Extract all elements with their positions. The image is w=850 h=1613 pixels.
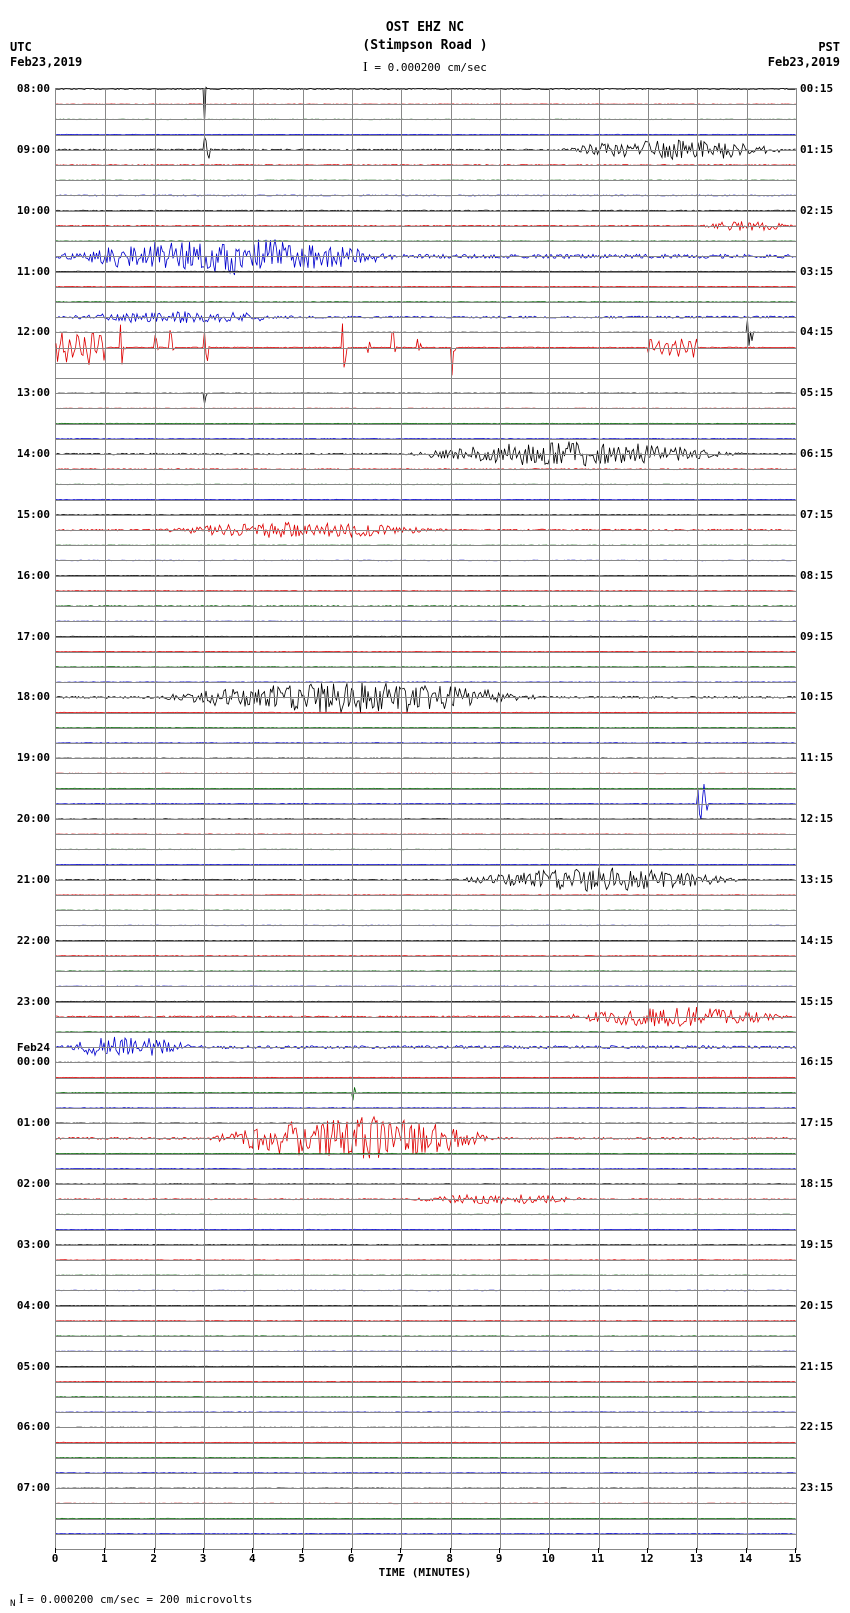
date-left: Feb23,2019 (10, 55, 82, 69)
utc-hour-label: 04:00 (2, 1299, 50, 1312)
utc-hour-label: 06:00 (2, 1420, 50, 1433)
x-tick: 1 (94, 1552, 114, 1565)
station-subtitle: (Stimpson Road ) (0, 38, 850, 53)
x-tick: 13 (686, 1552, 706, 1565)
utc-hour-label: 17:00 (2, 630, 50, 643)
utc-hour-label: 20:00 (2, 812, 50, 825)
trace-line (56, 137, 796, 159)
utc-hour-label: 23:00 (2, 995, 50, 1008)
pst-hour-label: 05:15 (800, 386, 833, 399)
footer-text: = 0.000200 cm/sec = 200 microvolts (27, 1593, 252, 1606)
x-tick: 6 (341, 1552, 361, 1565)
utc-hour-label: 09:00 (2, 143, 50, 156)
timezone-right: PST (818, 40, 840, 54)
utc-hour-label: 00:00 (2, 1055, 50, 1068)
x-tick: 5 (292, 1552, 312, 1565)
pst-hour-label: 00:15 (800, 82, 833, 95)
x-tick: 4 (242, 1552, 262, 1565)
plot-area (55, 88, 797, 1550)
x-tick: 2 (144, 1552, 164, 1565)
station-title: OST EHZ NC (0, 20, 850, 35)
pst-hour-label: 12:15 (800, 812, 833, 825)
pst-hour-label: 11:15 (800, 751, 833, 764)
x-tick: 8 (440, 1552, 460, 1565)
pst-hour-label: 13:15 (800, 873, 833, 886)
pst-hour-label: 04:15 (800, 325, 833, 338)
scale-indicator: I = 0.000200 cm/sec (0, 60, 850, 76)
utc-hour-label: 02:00 (2, 1177, 50, 1190)
utc-hour-label: 01:00 (2, 1116, 50, 1129)
scale-text: = 0.000200 cm/sec (374, 61, 487, 74)
pst-hour-label: 02:15 (800, 204, 833, 217)
x-tick: 0 (45, 1552, 65, 1565)
trace-line (56, 87, 796, 123)
pst-hour-label: 08:15 (800, 569, 833, 582)
utc-hour-label: 16:00 (2, 569, 50, 582)
x-tick: 3 (193, 1552, 213, 1565)
x-tick: 15 (785, 1552, 805, 1565)
x-tick: 12 (637, 1552, 657, 1565)
utc-hour-label: 21:00 (2, 873, 50, 886)
pst-hour-label: 17:15 (800, 1116, 833, 1129)
pst-hour-label: 03:15 (800, 265, 833, 278)
pst-hour-label: 22:15 (800, 1420, 833, 1433)
footer-scale: N I = 0.000200 cm/sec = 200 microvolts (10, 1592, 252, 1609)
date-separator: Feb24 (2, 1041, 50, 1054)
pst-hour-label: 19:15 (800, 1238, 833, 1251)
pst-hour-label: 23:15 (800, 1481, 833, 1494)
x-tick: 10 (538, 1552, 558, 1565)
trace-line (56, 393, 796, 404)
pst-hour-label: 14:15 (800, 934, 833, 947)
pst-hour-label: 07:15 (800, 508, 833, 521)
pst-hour-label: 09:15 (800, 630, 833, 643)
utc-hour-label: 08:00 (2, 82, 50, 95)
utc-hour-label: 11:00 (2, 265, 50, 278)
utc-hour-label: 05:00 (2, 1360, 50, 1373)
utc-hour-label: 13:00 (2, 386, 50, 399)
utc-hour-label: 03:00 (2, 1238, 50, 1251)
utc-hour-label: 14:00 (2, 447, 50, 460)
x-axis-label: TIME (MINUTES) (325, 1566, 525, 1579)
pst-hour-label: 16:15 (800, 1055, 833, 1068)
pst-hour-label: 01:15 (800, 143, 833, 156)
utc-hour-label: 07:00 (2, 1481, 50, 1494)
utc-hour-label: 10:00 (2, 204, 50, 217)
pst-hour-label: 18:15 (800, 1177, 833, 1190)
date-right: Feb23,2019 (768, 55, 840, 69)
utc-hour-label: 22:00 (2, 934, 50, 947)
x-tick: 7 (390, 1552, 410, 1565)
timezone-left: UTC (10, 40, 32, 54)
utc-hour-label: 12:00 (2, 325, 50, 338)
pst-hour-label: 20:15 (800, 1299, 833, 1312)
trace-line (56, 324, 796, 376)
pst-hour-label: 10:15 (800, 690, 833, 703)
x-tick: 14 (736, 1552, 756, 1565)
pst-hour-label: 06:15 (800, 447, 833, 460)
trace-line (56, 1087, 796, 1100)
utc-hour-label: 15:00 (2, 508, 50, 521)
utc-hour-label: 19:00 (2, 751, 50, 764)
pst-hour-label: 21:15 (800, 1360, 833, 1373)
pst-hour-label: 15:15 (800, 995, 833, 1008)
x-tick: 11 (588, 1552, 608, 1565)
x-tick: 9 (489, 1552, 509, 1565)
utc-hour-label: 18:00 (2, 690, 50, 703)
seismogram-container: OST EHZ NC (Stimpson Road ) I = 0.000200… (0, 0, 850, 1613)
